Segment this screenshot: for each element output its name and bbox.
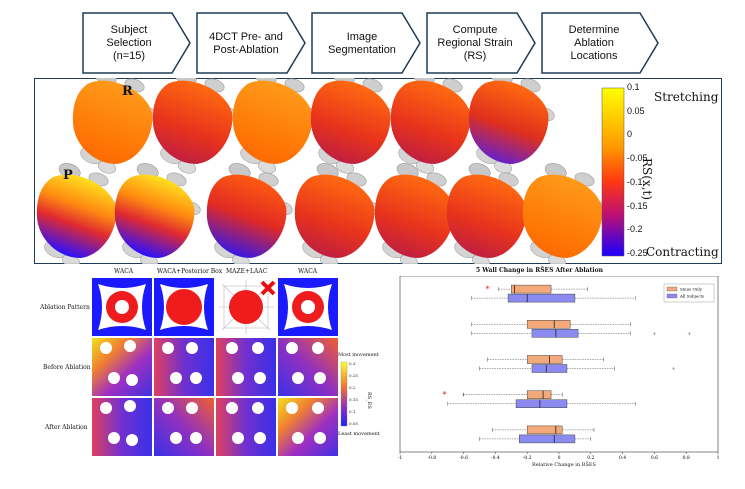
x-tick-label: -0.8 — [427, 455, 436, 461]
row-after-ablation: After Ablation — [45, 424, 88, 431]
colorbar-tick: -0.1 — [627, 176, 643, 187]
ablation-col-4: WACA — [298, 268, 318, 275]
ablation-col-2: WACA+Posterior Box — [157, 268, 223, 275]
rs-es-tick: 0.05 — [349, 421, 358, 426]
colorbar-tick: 0 — [627, 129, 633, 140]
legend-swatch — [666, 293, 678, 299]
chevron-step-4 — [426, 12, 536, 74]
box — [515, 399, 568, 408]
outlier-point: + — [652, 331, 656, 337]
outlier-point: + — [687, 331, 691, 337]
colorbar-tick: -0.15 — [627, 200, 648, 211]
colorbar-tick: -0.05 — [627, 153, 648, 164]
rs-es-tick: 0.25 — [349, 373, 358, 378]
workflow-chevrons — [82, 12, 659, 74]
rs-es-tick: 0.15 — [349, 397, 358, 402]
x-tick-label: -1 — [398, 455, 402, 461]
x-tick-label: 0.6 — [651, 455, 658, 461]
colorbar-tick: 0.1 — [627, 82, 640, 92]
outlier-point: + — [461, 392, 465, 398]
row-before-ablation: Before Ablation — [43, 364, 91, 371]
outlier-point: + — [671, 366, 675, 372]
row-r-label: R — [122, 84, 133, 99]
step-4-label: Compute Regional Strain (RS) — [437, 24, 513, 62]
rs-es-tick: 0.3 — [349, 361, 356, 366]
box — [511, 284, 552, 294]
rs-es-tick: 0.1 — [349, 409, 356, 414]
box — [531, 329, 579, 338]
x-tick-label: 0.2 — [587, 455, 594, 461]
chevron-step-3 — [311, 12, 421, 74]
pattern-waca-box — [154, 278, 214, 336]
chevron-step-5 — [541, 12, 659, 74]
rs-es-colorbar — [340, 361, 348, 427]
box — [526, 425, 563, 435]
x-tick-label: -0.4 — [491, 455, 500, 461]
box — [519, 434, 576, 444]
step-3-label: Image Segmentation — [328, 31, 396, 56]
boxplot-xlabel: Relative Change in RS̄ES — [532, 462, 596, 468]
pattern-maze — [216, 278, 276, 336]
pattern-waca-2 — [278, 278, 338, 336]
x-tick-label: 0 — [558, 455, 561, 461]
significance-mark: * — [443, 391, 447, 400]
x-tick-label: 0.4 — [619, 455, 626, 461]
rs-es-axis-label: RS_ES — [366, 392, 372, 409]
box — [526, 320, 571, 329]
significance-mark: * — [485, 285, 489, 294]
x-tick-label: -0.2 — [523, 455, 532, 461]
ablation-col-3: MAZE+LAAC — [226, 268, 268, 275]
box — [526, 355, 563, 364]
legend-label: All Subjects — [679, 294, 704, 299]
step-1-label: Subject Selection (n=15) — [106, 24, 152, 62]
least-movement-label: Least movement — [338, 431, 380, 437]
step-5-label: Determine Ablation Locations — [568, 24, 620, 62]
atria-renderings — [34, 78, 625, 264]
box — [507, 293, 576, 303]
pattern-waca-1 — [92, 278, 152, 336]
chevron-step-2 — [196, 12, 306, 74]
rs-es-tick: 0.2 — [349, 385, 356, 390]
chevron-step-1 — [82, 12, 191, 74]
strain-colorbar — [601, 87, 625, 257]
colorbar-tick: -0.2 — [627, 224, 643, 235]
x-tick-label: -0.6 — [459, 455, 468, 461]
colorbar-tick: -0.25 — [627, 248, 648, 258]
box — [531, 364, 568, 373]
plot-frame — [399, 276, 719, 453]
boxplot-title: 5 Wall Change in RS̄ES After Ablation — [476, 267, 603, 274]
colorbar-tick: 0.05 — [627, 105, 645, 116]
ablation-map-grid — [92, 278, 348, 456]
boxplot-chart: -1-0.8-0.6-0.4-0.200.20.40.60.81Posterio… — [398, 276, 720, 461]
stretching-label: Stretching — [654, 90, 719, 104]
ablation-col-1: WACA — [114, 268, 134, 275]
box — [526, 390, 552, 399]
contracting-label: Contracting — [646, 245, 719, 259]
x-tick-label: 0.8 — [683, 455, 690, 461]
x-tick-label: 1 — [717, 455, 720, 461]
step-2-label: 4DCT Pre- and Post-Ablation — [209, 31, 283, 56]
legend-label: Sinus Only — [680, 287, 703, 292]
row-ablation-pattern: Ablation Pattern — [40, 304, 90, 311]
legend-swatch — [666, 286, 678, 292]
row-p-label: P — [63, 168, 73, 183]
most-movement-label: Most movement — [338, 352, 379, 358]
